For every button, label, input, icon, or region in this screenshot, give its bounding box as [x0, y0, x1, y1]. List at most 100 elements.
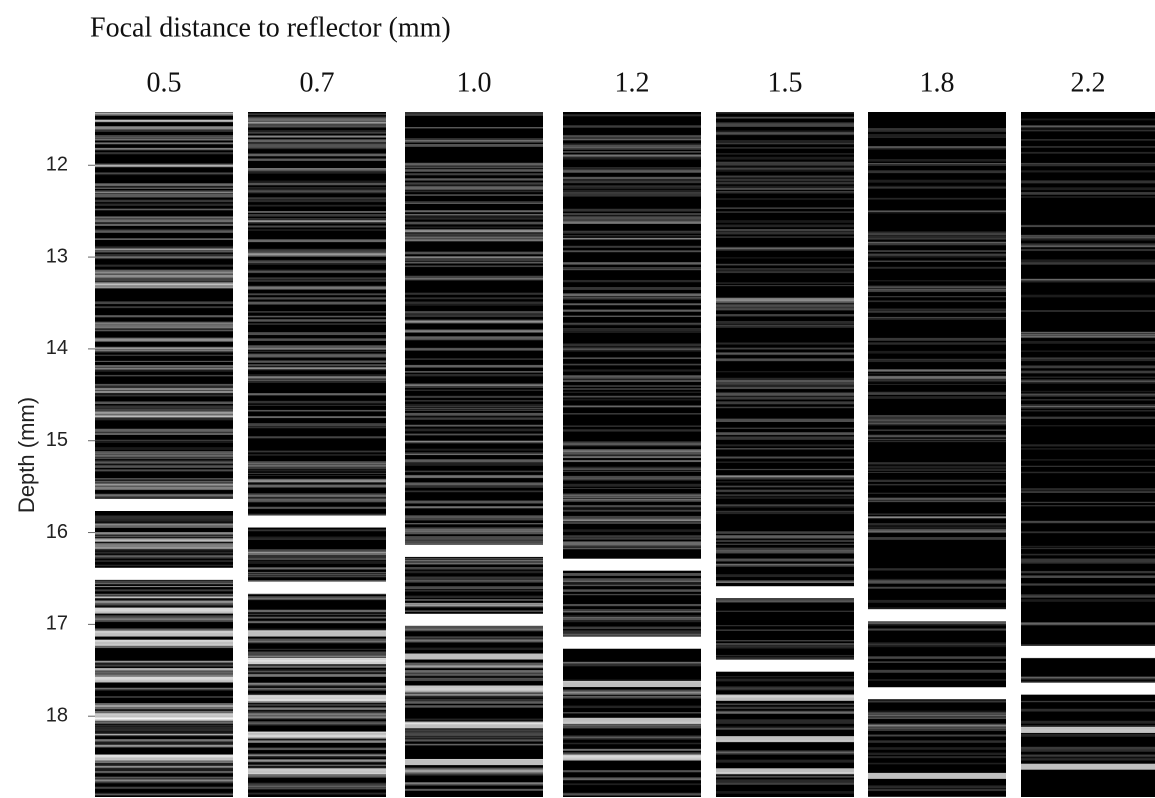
- speckle-line: [563, 413, 701, 415]
- speckle-line: [405, 221, 543, 225]
- speckle-line: [868, 128, 1006, 130]
- speckle-line: [716, 489, 854, 492]
- speckle-line: [563, 661, 701, 664]
- speckle-line: [248, 301, 386, 305]
- speckle-line: [716, 419, 854, 422]
- speckle-line: [1021, 676, 1155, 679]
- speckle-line: [95, 605, 233, 607]
- speckle-line: [716, 534, 854, 538]
- speckle-line: [1021, 393, 1155, 397]
- speckle-line: [1021, 425, 1155, 427]
- speckle-line: [248, 345, 386, 348]
- speckle-line: [868, 679, 1006, 682]
- speckle-line: [95, 405, 233, 409]
- speckle-line: [95, 415, 233, 418]
- speckle-line: [405, 485, 543, 488]
- speckle-line: [716, 232, 854, 235]
- speckle-line: [716, 432, 854, 435]
- speckle-line: [248, 426, 386, 429]
- speckle-line: [95, 360, 233, 362]
- speckle-line: [248, 211, 386, 213]
- speckle-line: [1021, 491, 1155, 493]
- speckle-line: [716, 112, 854, 114]
- speckle-line: [868, 438, 1006, 441]
- panel-label: 1.8: [920, 67, 955, 98]
- speckle-line: [716, 191, 854, 193]
- speckle-line: [563, 662, 701, 664]
- speckle-line: [95, 431, 233, 433]
- speckle-line: [95, 583, 233, 585]
- speckle-line: [1021, 334, 1155, 337]
- speckle-line: [95, 670, 233, 674]
- panel-bg: [405, 112, 543, 797]
- speckle-line: [95, 521, 233, 523]
- speckle-line: [405, 739, 543, 742]
- speckle-line: [716, 629, 854, 631]
- speckle-line: [248, 674, 386, 677]
- speckle-line: [248, 538, 386, 540]
- speckle-line: [405, 529, 543, 532]
- speckle-line: [563, 494, 701, 496]
- speckle-line: [868, 762, 1006, 765]
- speckle-line: [405, 665, 543, 668]
- speckle-line: [95, 350, 233, 353]
- speckle-line: [95, 497, 233, 500]
- speckle-line: [405, 670, 543, 674]
- speckle-line: [716, 751, 854, 754]
- speckle-line: [716, 303, 854, 307]
- speckle-line: [405, 536, 543, 539]
- speckle-line: [248, 132, 386, 134]
- speckle-line: [716, 267, 854, 271]
- speckle-line: [563, 357, 701, 360]
- speckle-line: [1021, 357, 1155, 360]
- speckle-line: [95, 428, 233, 432]
- speckle-line: [248, 260, 386, 264]
- speckle-line: [563, 425, 701, 427]
- speckle-line: [405, 138, 543, 141]
- speckle-line: [248, 549, 386, 551]
- speckle-line: [248, 277, 386, 280]
- speckle-line: [248, 338, 386, 341]
- speckle-line: [248, 366, 386, 370]
- speckle-line: [716, 116, 854, 119]
- speckle-line: [716, 358, 854, 362]
- speckle-line: [95, 644, 233, 648]
- speckle-line: [405, 311, 543, 314]
- speckle-line: [563, 343, 701, 347]
- speckle-line: [95, 554, 233, 557]
- speckle-line: [563, 114, 701, 117]
- speckle-line: [248, 688, 386, 691]
- speckle-line: [868, 210, 1006, 212]
- speckle-line: [563, 633, 701, 636]
- speckle-line: [248, 529, 386, 532]
- speckle-line: [716, 257, 854, 259]
- speckle-line: [868, 500, 1006, 502]
- speckle-line: [868, 244, 1006, 246]
- speckle-line: [248, 355, 386, 358]
- panel-label: 0.7: [300, 67, 335, 98]
- speckle-line: [405, 337, 543, 340]
- speckle-line: [248, 773, 386, 776]
- speckle-line: [1021, 520, 1155, 523]
- speckle-line: [95, 248, 233, 250]
- speckle-line: [248, 436, 386, 439]
- speckle-line: [248, 717, 386, 720]
- speckle-line: [868, 187, 1006, 189]
- speckle-line: [563, 143, 701, 146]
- speckle-line: [1021, 547, 1155, 550]
- speckle-line: [405, 705, 543, 708]
- speckle-line: [95, 786, 233, 789]
- speckle-line: [248, 197, 386, 200]
- speckle-line: [563, 589, 701, 592]
- speckle-line: [716, 247, 854, 251]
- speckle-line: [868, 129, 1006, 132]
- speckle-line: [95, 535, 233, 537]
- speckle-line: [716, 688, 854, 691]
- speckle-line: [405, 560, 543, 562]
- speckle-line: [405, 580, 543, 583]
- speckle-line: [563, 515, 701, 519]
- speckle-line: [95, 710, 233, 713]
- speckle-line: [95, 245, 233, 249]
- speckle-line: [248, 187, 386, 189]
- speckle-line: [405, 461, 543, 464]
